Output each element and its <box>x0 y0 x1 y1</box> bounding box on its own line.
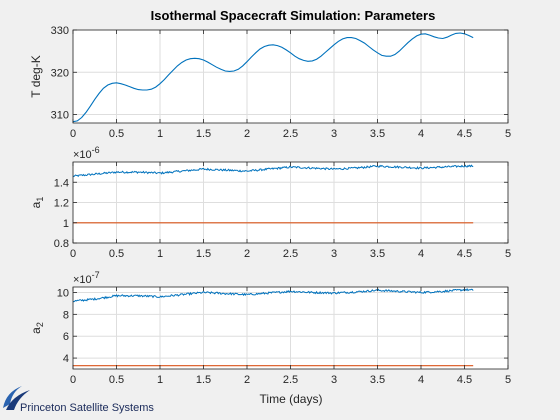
x-tick-label: 3 <box>331 248 337 260</box>
y-tick-label: 8 <box>63 309 69 321</box>
y-tick-label: 1 <box>63 218 69 230</box>
series-line-1 <box>72 32 474 123</box>
x-tick-label: 2 <box>244 128 250 140</box>
axes-a2: 0 0.5 1 1.5 2 2.5 3 3.5 4 4.5 5 4 6 8 10 a2 ×10-7 <box>29 270 511 386</box>
y-tick-label: 320 <box>51 67 69 79</box>
x-tick-label: 5 <box>505 128 511 140</box>
x-tick-label: 3.5 <box>370 374 385 386</box>
x-tick-label: 0 <box>70 248 76 260</box>
x-tick-label: 0.5 <box>109 128 124 140</box>
x-tick-label: 1.5 <box>196 248 211 260</box>
x-axis-label: Time (days) <box>260 392 323 406</box>
y-tick-label: 1.4 <box>54 177 69 189</box>
series-line-1 <box>72 164 474 178</box>
x-tick-label: 2.5 <box>283 128 298 140</box>
x-tick-label: 4.5 <box>457 374 472 386</box>
x-tick-label: 2.5 <box>283 248 298 260</box>
x-tick-label: 3 <box>331 374 337 386</box>
y-tick-label: 6 <box>63 331 69 343</box>
x-tick-label: 0 <box>70 374 76 386</box>
y-tick-label: 10 <box>57 287 69 299</box>
x-tick-label: 4 <box>418 248 424 260</box>
x-tick-label: 1.5 <box>196 128 211 140</box>
x-tick-label: 1 <box>157 248 163 260</box>
series-line-1 <box>72 288 474 303</box>
y-exponent-label: ×10-6 <box>73 145 100 161</box>
x-tick-label: 5 <box>505 374 511 386</box>
x-tick-label: 2 <box>244 248 250 260</box>
y-tick-label: 310 <box>51 110 69 122</box>
y-exponent-power: -6 <box>92 145 100 155</box>
y-exponent-power: -7 <box>92 270 100 280</box>
axes-a1: 0 0.5 1 1.5 2 2.5 3 3.5 4 4.5 5 0.8 1 1.2 1.4 a1 ×10-6 <box>29 145 511 260</box>
x-tick-label: 4.5 <box>457 248 472 260</box>
x-tick-label: 4.5 <box>457 128 472 140</box>
company-logo: Princeton Satellite Systems <box>3 386 154 414</box>
y-axis-label: a2 <box>29 322 45 334</box>
figure-title: Isothermal Spacecraft Simulation: Parame… <box>151 8 436 23</box>
y-tick-label: 0.8 <box>54 238 69 250</box>
y-tick-label: 4 <box>63 353 69 365</box>
y-exponent-label: ×10-7 <box>73 270 100 286</box>
x-tick-label: 3.5 <box>370 128 385 140</box>
x-tick-label: 1.5 <box>196 374 211 386</box>
x-tick-label: 4 <box>418 128 424 140</box>
y-axis-label-subscript: 2 <box>35 322 45 327</box>
x-tick-label: 1 <box>157 128 163 140</box>
x-tick-label: 1 <box>157 374 163 386</box>
x-tick-label: 5 <box>505 248 511 260</box>
x-tick-label: 2 <box>244 374 250 386</box>
x-tick-label: 0.5 <box>109 248 124 260</box>
x-tick-label: 4 <box>418 374 424 386</box>
y-axis-label: a1 <box>29 197 45 209</box>
x-tick-label: 3 <box>331 128 337 140</box>
x-tick-label: 0.5 <box>109 374 124 386</box>
y-axis-label: T deg-K <box>29 55 43 97</box>
satellite-swoosh-icon <box>3 386 30 410</box>
y-tick-label: 330 <box>51 25 69 37</box>
company-name: Princeton Satellite Systems <box>20 402 154 414</box>
x-tick-label: 0 <box>70 128 76 140</box>
axes-temperature: 0 0.5 1 1.5 2 2.5 3 3.5 4 4.5 5 310 320 330 T deg-K <box>29 25 511 140</box>
y-tick-label: 1.2 <box>54 198 69 210</box>
y-axis-label-subscript: 1 <box>35 197 45 202</box>
x-tick-label: 2.5 <box>283 374 298 386</box>
x-tick-label: 3.5 <box>370 248 385 260</box>
